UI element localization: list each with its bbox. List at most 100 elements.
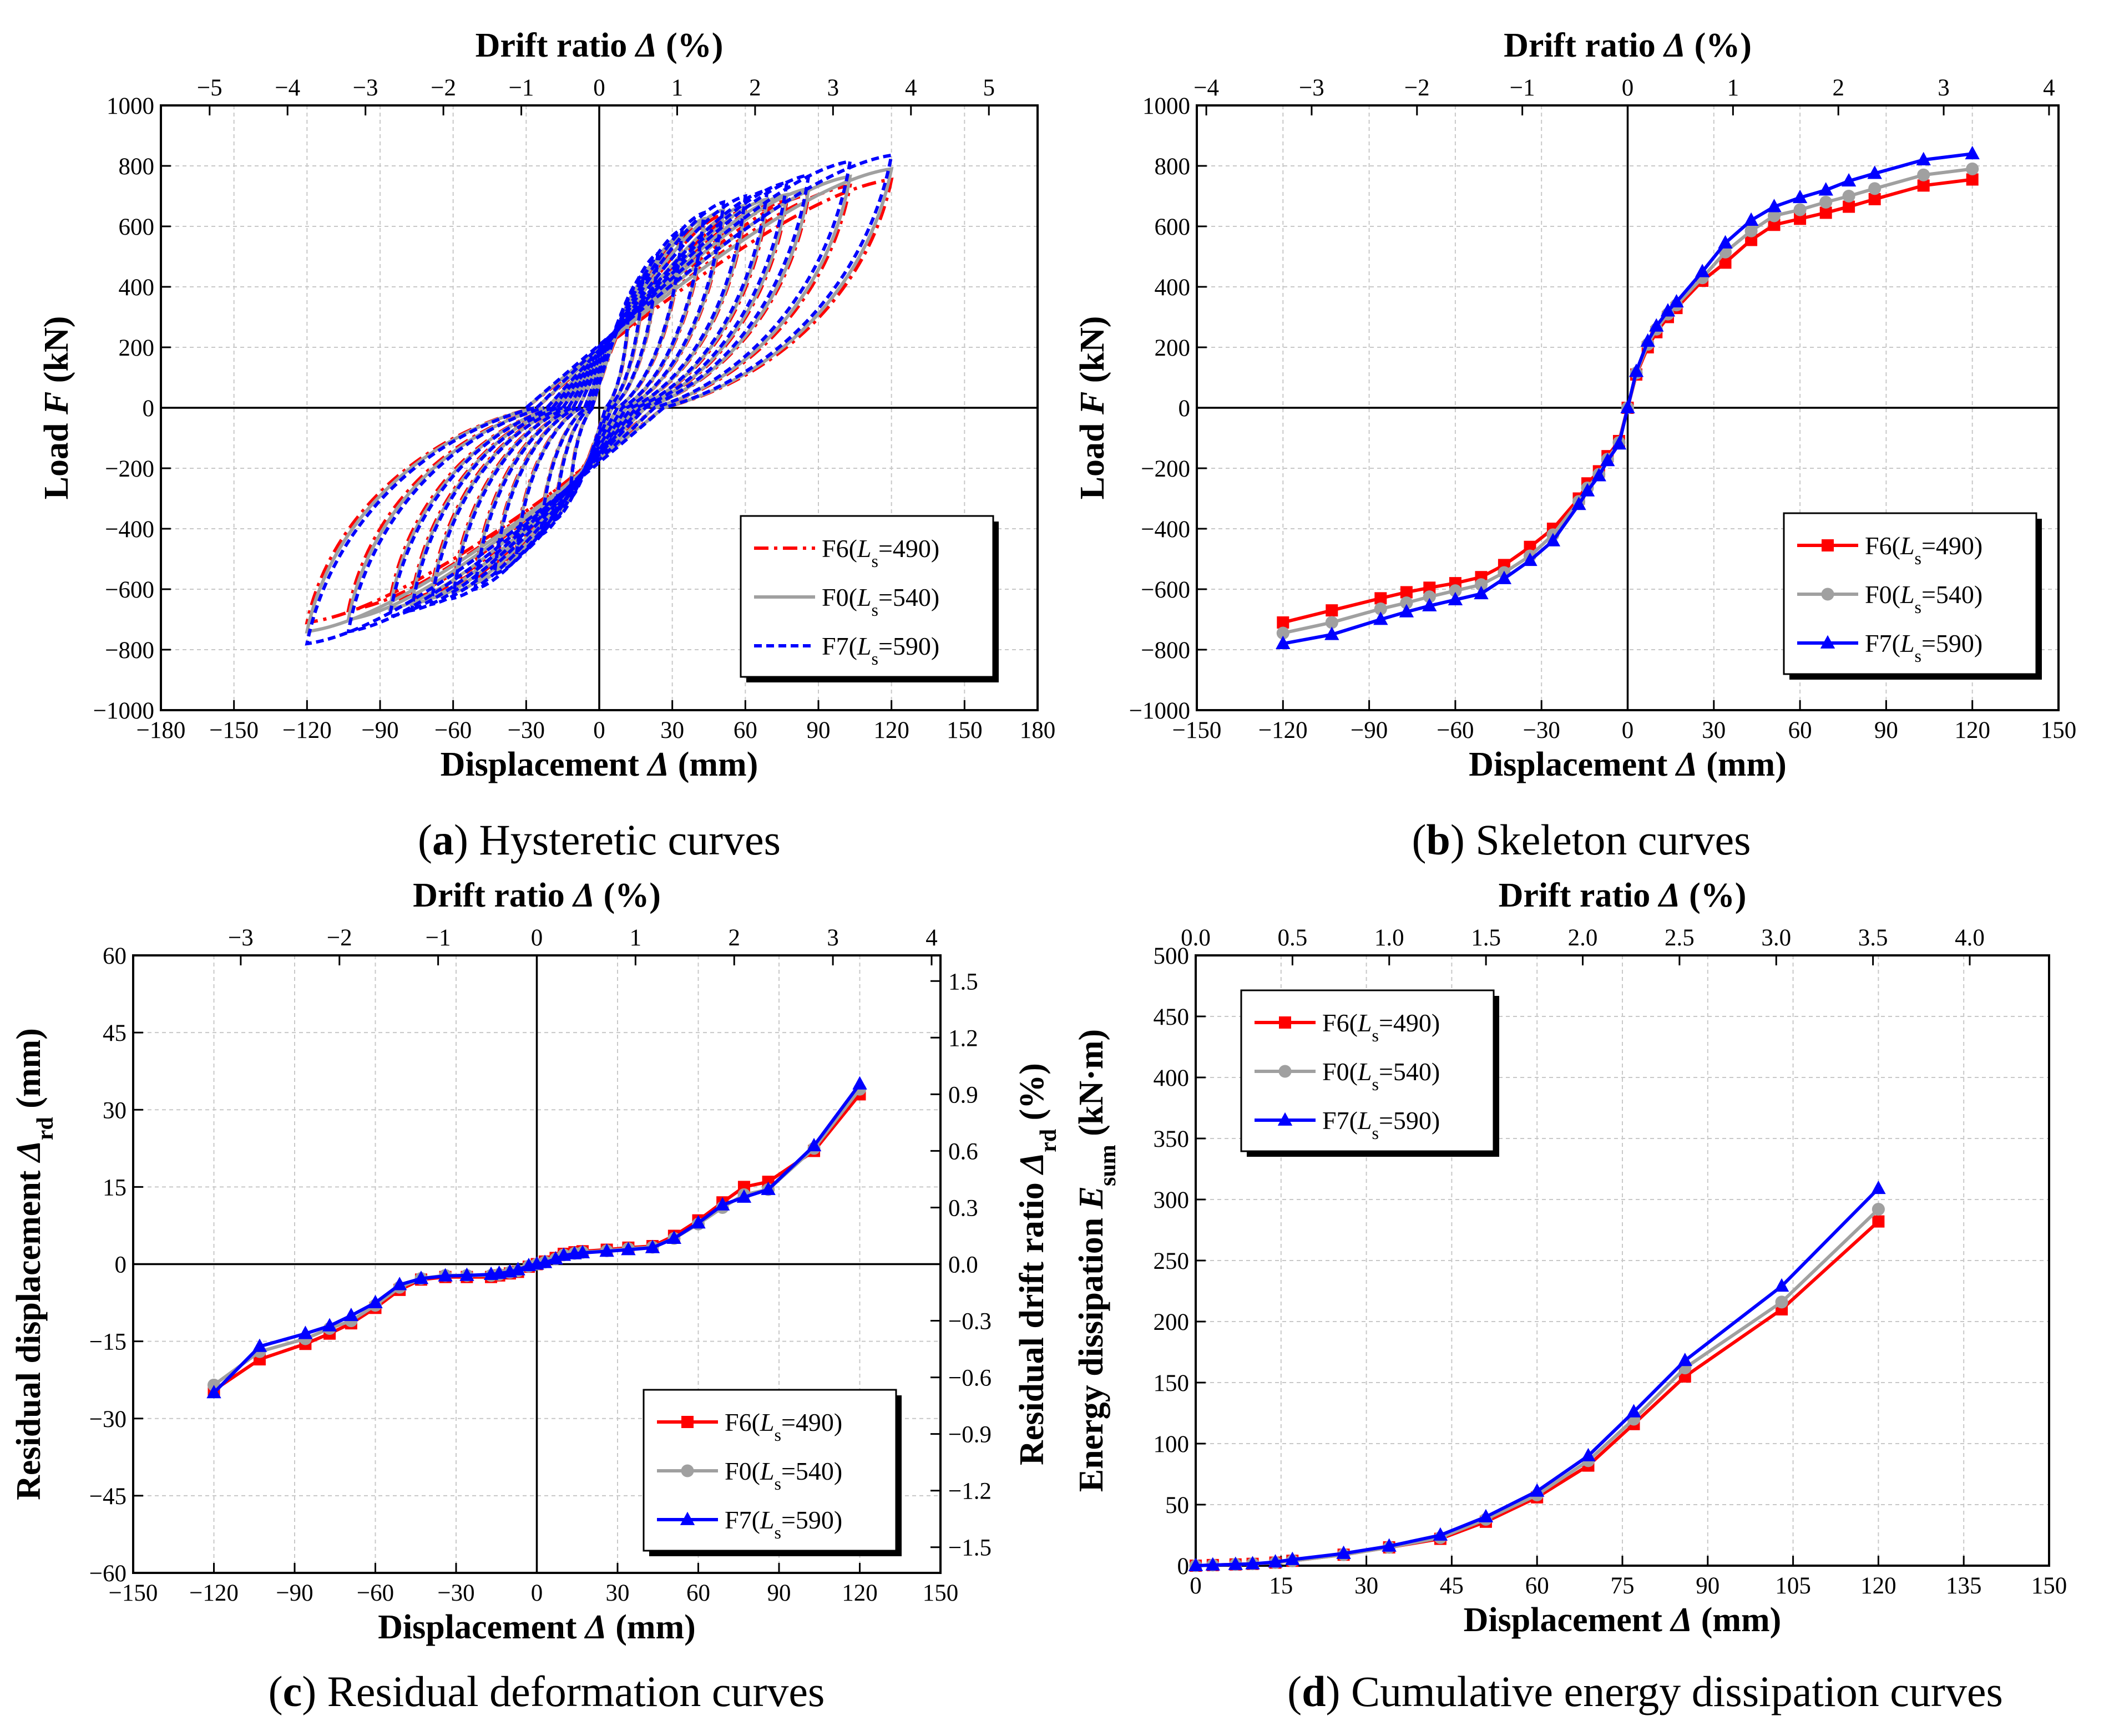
- data-point-f7: [1205, 1557, 1220, 1571]
- y-tick-label: 200: [119, 335, 155, 361]
- legend-label-f6: F6(Ls=490): [822, 534, 939, 571]
- x-tick-label: 150: [923, 1580, 959, 1606]
- y-tick-label: 800: [119, 154, 155, 180]
- series-line-f7: [1195, 1187, 1880, 1567]
- data-point-f7: [1373, 611, 1388, 625]
- right-y-axis-title: Residual drift ratio Δrd (%): [1013, 1063, 1061, 1465]
- legend-marker-f0: [1278, 1065, 1292, 1078]
- caption-b: (b) Skeleton curves: [1412, 816, 1751, 864]
- data-point-f7: [575, 1244, 590, 1258]
- hysteresis-loops-f7: [305, 153, 894, 646]
- data-point-f7: [392, 1277, 407, 1290]
- x-tick-label: −150: [1172, 717, 1222, 743]
- top-x-tick-label: 5: [983, 75, 995, 101]
- data-point-f7: [1871, 1180, 1886, 1195]
- y-tick-label: 200: [1155, 335, 1191, 361]
- data-point-f7: [1660, 303, 1676, 317]
- data-point-f0: [1819, 195, 1833, 209]
- data-point-f7: [1545, 533, 1561, 546]
- data-point-f0: [1767, 209, 1781, 222]
- y-tick-label: 45: [103, 1020, 127, 1046]
- legend-label-f0: F0(Ls=540): [1322, 1057, 1440, 1094]
- data-point-f6: [1277, 616, 1289, 629]
- data-point-f6: [1326, 604, 1338, 617]
- y-tick-label: 1000: [107, 93, 154, 119]
- data-point-f0: [1374, 602, 1387, 615]
- x-tick-label: −150: [209, 717, 259, 743]
- data-point-f7: [1188, 1557, 1203, 1571]
- data-point-f6: [1400, 586, 1413, 599]
- y-tick-label: 600: [1155, 214, 1191, 240]
- top-x-tick-label: −2: [431, 75, 456, 101]
- x-tick-label: 120: [842, 1580, 878, 1606]
- top-x-axis-title: Drift ratio Δ (%): [476, 27, 724, 64]
- y-tick-label: 450: [1154, 1004, 1190, 1030]
- x-tick-label: −90: [1351, 717, 1388, 743]
- legend: F6(Ls=490) F0(Ls=540) F7(Ls=590): [1783, 512, 2042, 680]
- data-point-f7: [1774, 1278, 1789, 1292]
- data-point-f6: [1794, 212, 1807, 225]
- top-x-tick-label: −5: [197, 75, 222, 101]
- legend-marker-f0: [1821, 588, 1834, 601]
- legend-marker-f7: [680, 1511, 695, 1525]
- data-point-f7: [1268, 1554, 1283, 1568]
- right-y-tick-label: −1.2: [948, 1479, 992, 1505]
- y-axis-title: Energy dissipation Esum (kN·m): [1073, 1029, 1121, 1492]
- x-tick-label: 120: [1860, 1573, 1896, 1599]
- top-x-tick-label: 1.0: [1374, 925, 1404, 951]
- legend-label-f0: F0(Ls=540): [725, 1457, 842, 1494]
- panel-b: −150 −120 −90 −60 −30 0 30 60 90 120 150−1000−800−…: [1074, 27, 2076, 783]
- legend-label-f0: F0(Ls=540): [1865, 580, 1982, 617]
- top-x-tick-label: −3: [353, 75, 378, 101]
- data-point-f7: [1767, 199, 1782, 212]
- x-axis-title: Displacement Δ (mm): [378, 1608, 696, 1646]
- legend-label-f7: F7(Ls=590): [822, 632, 939, 669]
- x-tick-label: −120: [1258, 717, 1308, 743]
- data-point-f7: [1965, 145, 1980, 160]
- data-point-f7: [1523, 552, 1538, 566]
- x-tick-label: 0: [1190, 1573, 1202, 1599]
- data-point-f7: [1626, 1404, 1641, 1418]
- data-point-f7: [621, 1242, 636, 1256]
- data-point-f7: [761, 1181, 776, 1195]
- data-point-f6: [1423, 581, 1436, 594]
- x-tick-label: 30: [1354, 1573, 1378, 1599]
- data-point-f7: [1433, 1527, 1448, 1541]
- top-x-tick-label: −1: [426, 925, 451, 951]
- legend-marker-f6: [1279, 1016, 1291, 1029]
- y-tick-label: −30: [89, 1406, 127, 1433]
- legend-label-f0: F0(Ls=540): [822, 583, 939, 620]
- data-point-f7: [666, 1230, 682, 1244]
- legend-label-f6: F6(Ls=490): [1322, 1009, 1440, 1045]
- y-tick-label: −45: [89, 1484, 127, 1510]
- x-tick-label: 45: [1440, 1573, 1464, 1599]
- x-tick-label: −60: [357, 1580, 394, 1606]
- y-tick-label: 800: [1155, 154, 1191, 180]
- y-tick-label: 400: [119, 275, 155, 301]
- data-point-f0: [1966, 162, 1979, 176]
- data-point-f7: [1718, 235, 1733, 249]
- x-tick-label: 15: [1269, 1573, 1293, 1599]
- data-point-f7: [252, 1338, 267, 1352]
- right-y-tick-label: 1.5: [948, 969, 978, 995]
- x-tick-label: 105: [1775, 1573, 1811, 1599]
- x-tick-label: 60: [1525, 1573, 1549, 1599]
- right-y-tick-label: 0.9: [948, 1082, 978, 1108]
- data-point-f7: [1743, 212, 1759, 226]
- x-tick-label: 60: [734, 717, 757, 743]
- top-x-axis-title: Drift ratio Δ (%): [1499, 877, 1747, 914]
- x-tick-label: 0: [1622, 717, 1634, 743]
- data-point-f0: [1325, 616, 1338, 629]
- data-point-f7: [1571, 497, 1586, 510]
- data-point-f7: [556, 1247, 571, 1261]
- data-point-f7: [599, 1243, 614, 1257]
- x-tick-label: 60: [1788, 717, 1812, 743]
- top-x-tick-label: 3.0: [1761, 925, 1791, 951]
- x-tick-label: −180: [136, 717, 186, 743]
- legend-marker-f0: [681, 1464, 694, 1477]
- caption-a: (a) Hysteretic curves: [418, 816, 781, 864]
- y-tick-label: 0: [1179, 396, 1191, 422]
- data-point-f7: [1818, 182, 1833, 196]
- right-y-tick-label: 0.3: [948, 1195, 978, 1221]
